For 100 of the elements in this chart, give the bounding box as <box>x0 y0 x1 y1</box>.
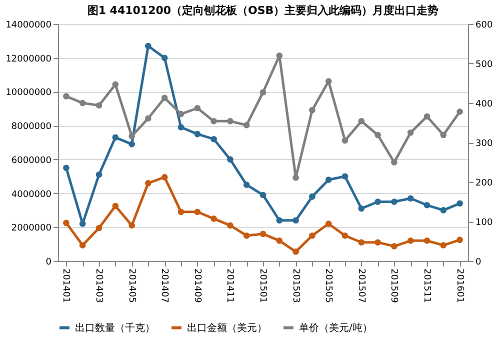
point <box>96 102 102 109</box>
legend-label: 出口数量（千克） <box>75 322 155 334</box>
point <box>309 232 316 239</box>
point <box>128 133 135 140</box>
point <box>194 104 201 112</box>
point <box>63 93 70 100</box>
point <box>96 172 102 178</box>
point <box>374 198 381 205</box>
point <box>128 141 135 148</box>
y2-tick-label: 600 <box>476 20 493 30</box>
chart-title: 图1 44101200（定向刨花板（OSB）主要归入此编码）月度出口走势 <box>87 4 439 17</box>
point <box>456 200 463 207</box>
point <box>194 208 201 216</box>
x-tick-label: 201411 <box>224 268 235 303</box>
y2-tick-label: 100 <box>476 218 493 228</box>
point <box>178 124 184 130</box>
y2-tick-label: 300 <box>476 139 493 149</box>
y-tick-label: 12000000 <box>6 54 52 64</box>
point <box>342 137 348 144</box>
point <box>391 159 398 166</box>
point <box>112 202 119 210</box>
point <box>145 180 152 186</box>
point <box>342 232 348 239</box>
y-tick-label: 8000000 <box>11 122 52 132</box>
y2-tick-label: 500 <box>476 60 493 70</box>
x-tick-label: 201405 <box>126 268 136 303</box>
x-tick-label: 201501 <box>258 268 268 303</box>
point <box>424 113 430 120</box>
point <box>178 110 184 118</box>
legend-label: 出口金额（美元） <box>187 322 267 334</box>
point <box>407 195 414 202</box>
point <box>374 239 381 246</box>
point <box>358 205 365 212</box>
point <box>63 164 70 172</box>
point <box>292 217 299 224</box>
point <box>161 94 168 102</box>
x-tick-label: 201509 <box>388 268 399 304</box>
point <box>112 81 119 88</box>
y-tick-label: 0 <box>46 258 52 268</box>
point <box>374 132 381 138</box>
point <box>407 129 414 136</box>
point <box>456 108 463 115</box>
point <box>243 232 250 239</box>
x-tick-label: 201401 <box>60 268 71 303</box>
point <box>243 182 250 188</box>
x-tick-label: 201403 <box>94 268 104 303</box>
point <box>358 118 365 124</box>
point <box>260 192 266 198</box>
point <box>276 52 283 59</box>
point <box>424 238 430 244</box>
y2-tick-label: 200 <box>476 178 493 188</box>
point <box>128 222 135 229</box>
point <box>342 173 348 180</box>
point <box>260 230 266 238</box>
y-tick-label: 6000000 <box>11 156 52 166</box>
point <box>79 220 86 227</box>
point <box>440 207 447 214</box>
point <box>243 122 250 128</box>
x-tick-label: 201601 <box>454 268 464 303</box>
point <box>210 118 217 124</box>
x-tick-label: 201511 <box>422 268 432 303</box>
y2-tick-label: 0 <box>476 258 482 268</box>
point <box>276 238 283 244</box>
point <box>145 115 152 122</box>
point <box>424 202 430 208</box>
point <box>79 100 86 106</box>
point <box>194 130 201 138</box>
point <box>276 217 283 224</box>
point <box>79 242 86 248</box>
point <box>358 239 365 246</box>
point <box>145 42 152 50</box>
y2-tick-label: 400 <box>476 100 493 110</box>
point <box>227 118 234 124</box>
x-tick-label: 201409 <box>192 268 202 304</box>
point <box>325 220 332 227</box>
point <box>456 236 463 243</box>
point <box>227 222 234 229</box>
point <box>96 224 102 232</box>
point <box>407 238 414 244</box>
point <box>391 198 398 205</box>
point <box>227 156 234 163</box>
point <box>63 220 70 226</box>
point <box>309 194 316 200</box>
point <box>440 132 447 138</box>
point <box>260 89 266 96</box>
y-tick-label: 14000000 <box>6 20 52 30</box>
point <box>440 242 447 248</box>
point <box>210 136 217 142</box>
x-tick-label: 201407 <box>159 268 170 303</box>
point <box>161 174 168 180</box>
point <box>309 106 316 114</box>
x-tick-label: 201507 <box>356 268 366 303</box>
point <box>178 208 184 216</box>
y-tick-label: 2000000 <box>11 224 52 234</box>
point <box>161 54 168 62</box>
y-tick-label: 10000000 <box>6 88 52 98</box>
point <box>325 78 332 84</box>
legend-label: 单价（美元/吨） <box>299 322 372 334</box>
point <box>292 174 299 181</box>
point <box>292 248 299 255</box>
